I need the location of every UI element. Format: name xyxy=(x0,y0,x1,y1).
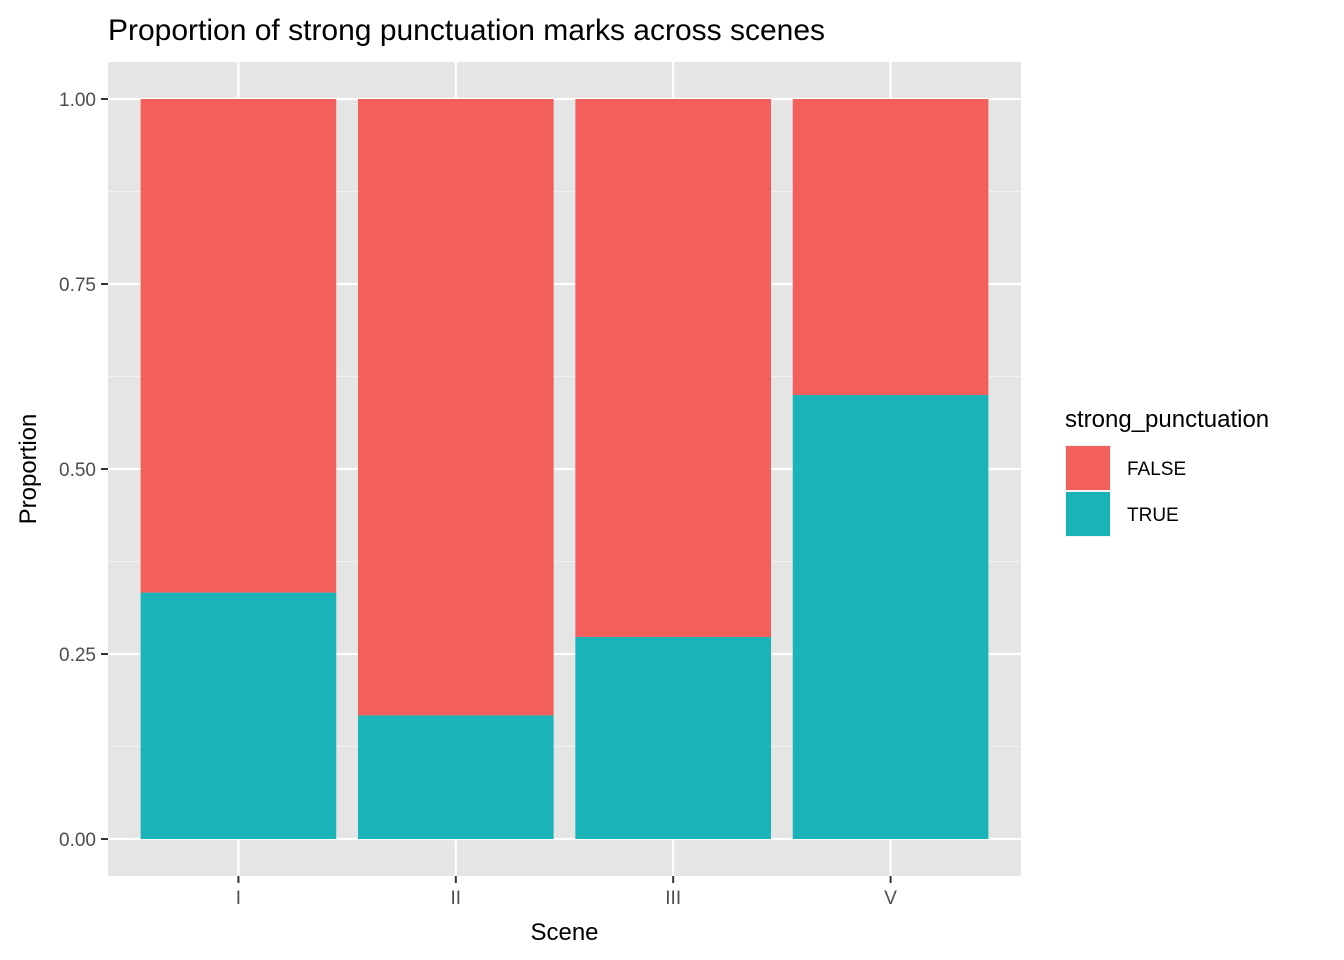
x-tick-label: III xyxy=(665,888,681,909)
y-tick-label: 0.00 xyxy=(59,830,96,851)
bar-true-iii xyxy=(575,636,772,839)
y-tick-label: 0.25 xyxy=(59,645,96,666)
x-tick-label: II xyxy=(451,888,462,909)
bar-false-i xyxy=(140,99,337,593)
bar-true-v xyxy=(792,395,989,839)
bar-false-v xyxy=(792,99,989,395)
y-tick-label: 1.00 xyxy=(59,90,96,111)
bar-true-ii xyxy=(357,715,554,839)
chart-title: Proportion of strong punctuation marks a… xyxy=(108,14,825,47)
bars xyxy=(140,99,989,839)
legend-swatch-false xyxy=(1066,446,1110,490)
legend-swatch-true xyxy=(1066,492,1110,536)
x-tick-label: V xyxy=(884,888,897,909)
legend-label-true: TRUE xyxy=(1127,505,1179,526)
y-tick-label: 0.75 xyxy=(59,275,96,296)
legend: strong_punctuation FALSE TRUE xyxy=(1065,406,1269,537)
y-tick-label: 0.50 xyxy=(59,460,96,481)
bar-false-ii xyxy=(357,99,554,716)
bar-false-iii xyxy=(575,99,772,637)
legend-title: strong_punctuation xyxy=(1065,406,1269,433)
y-axis-title: Proportion xyxy=(15,414,42,525)
y-axis: 0.00 0.25 0.50 0.75 1.00 xyxy=(59,90,108,851)
bar-true-i xyxy=(140,592,337,839)
x-tick-label: I xyxy=(236,888,241,909)
x-axis: I II III V xyxy=(236,876,897,909)
legend-label-false: FALSE xyxy=(1127,459,1186,480)
x-axis-title: Scene xyxy=(530,919,598,946)
